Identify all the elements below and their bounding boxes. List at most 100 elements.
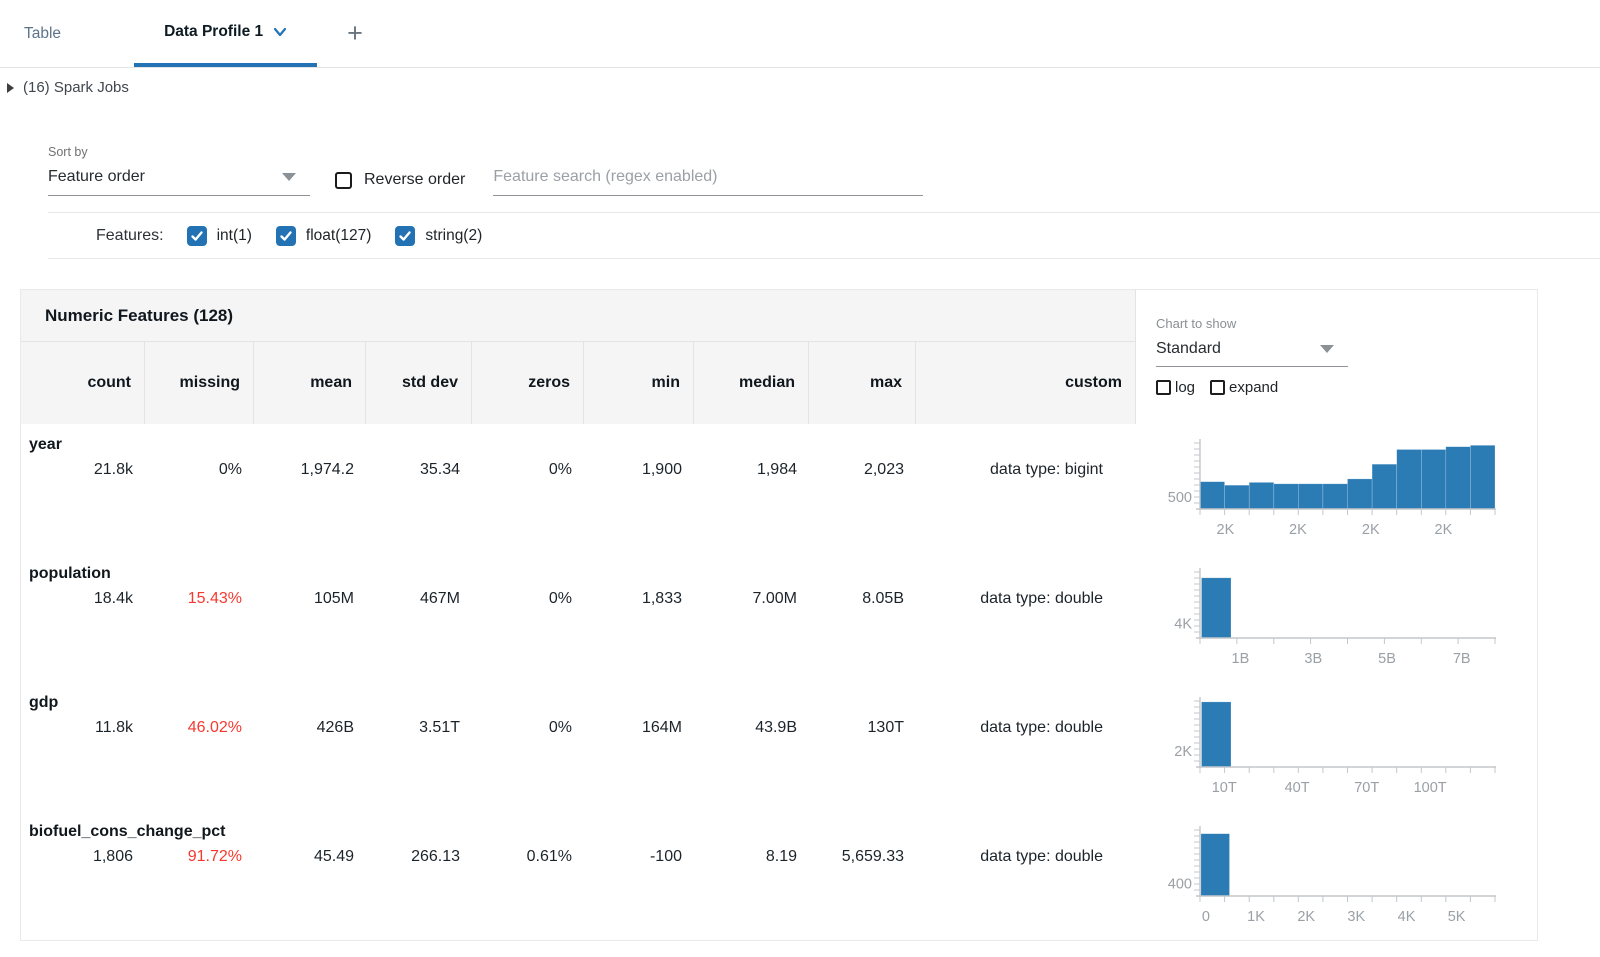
value-zeros: 0% — [548, 719, 572, 736]
value-median: 43.9B — [755, 719, 797, 736]
tab-table-label: Table — [24, 24, 62, 42]
tab-table[interactable]: Table — [24, 0, 61, 67]
value-mean: 105M — [313, 590, 354, 607]
value-count: 11.8k — [95, 719, 133, 736]
dropdown-arrow-icon — [1320, 345, 1334, 353]
value-count: 1,806 — [92, 848, 133, 865]
column-header-custom: custom — [916, 342, 1135, 424]
checkbox-checked-icon — [186, 225, 207, 246]
tab-bar: Table Data Profile 1 + — [0, 0, 1600, 68]
svg-text:3K: 3K — [1347, 909, 1365, 925]
feature-name: gdp — [29, 694, 59, 711]
feature-search — [493, 168, 924, 196]
svg-text:3B: 3B — [1304, 651, 1322, 667]
expand-checkbox[interactable]: expand — [1210, 379, 1278, 396]
svg-text:2K: 2K — [1362, 522, 1380, 538]
value-std-dev: 35.34 — [419, 461, 460, 478]
tab-data-profile[interactable]: Data Profile 1 — [134, 0, 318, 67]
checkbox-unchecked-icon — [335, 171, 352, 189]
plus-icon: + — [347, 18, 363, 48]
feature-filter-label: int(1) — [216, 226, 252, 244]
value-missing: 15.43% — [187, 590, 242, 607]
svg-text:70T: 70T — [1354, 780, 1379, 796]
feature-search-input[interactable] — [493, 168, 924, 196]
value-max: 2,023 — [863, 461, 904, 478]
histogram-cell: 4K 1B 3B 5B 7B — [1135, 553, 1535, 682]
svg-text:4K: 4K — [1398, 909, 1416, 925]
value-mean: 1,974.2 — [300, 461, 354, 478]
reverse-order-checkbox[interactable]: Reverse order — [335, 171, 465, 189]
features-label: Features: — [96, 226, 164, 244]
dropdown-arrow-icon — [282, 173, 296, 181]
value-zeros: 0% — [548, 461, 572, 478]
profile-controls: Sort by Feature order Reverse order Feat… — [48, 145, 1600, 259]
value-missing: 46.02% — [187, 719, 242, 736]
feature-name: year — [29, 436, 62, 453]
svg-text:10T: 10T — [1212, 780, 1237, 796]
svg-text:2K: 2K — [1174, 744, 1192, 760]
svg-text:5K: 5K — [1448, 909, 1466, 925]
add-profile-button[interactable]: + — [341, 0, 369, 67]
checkbox-checked-icon — [275, 225, 296, 246]
column-header-missing: missing — [145, 342, 254, 424]
table-title: Numeric Features (128) — [21, 290, 1135, 342]
feature-row-biofuel_cons_change_pct: biofuel_cons_change_pct 1,806 91.72% 45.49 2… — [21, 811, 1537, 940]
value-max: 130T — [867, 719, 904, 736]
value-missing: 0% — [218, 461, 242, 478]
value-zeros: 0% — [548, 590, 572, 607]
value-mean: 45.49 — [313, 848, 354, 865]
chart-type-select[interactable]: Standard — [1156, 340, 1348, 367]
numeric-features-card: Numeric Features (128) Chart to show Sta… — [20, 289, 1538, 941]
value-min: -100 — [649, 848, 682, 865]
value-count: 18.4k — [93, 590, 133, 607]
chart-to-show-label: Chart to show — [1156, 316, 1237, 331]
svg-text:2K: 2K — [1289, 522, 1307, 538]
svg-text:5B: 5B — [1378, 651, 1396, 667]
column-header-zeros: zeros — [472, 342, 584, 424]
svg-text:1B: 1B — [1232, 651, 1250, 667]
svg-text:0: 0 — [1202, 909, 1210, 925]
value-count: 21.8k — [93, 461, 133, 478]
spark-jobs-toggle[interactable]: (16) Spark Jobs — [0, 68, 1600, 105]
feature-type-filters: Features: int(1) float(127) string(2) — [48, 212, 1600, 259]
feature-row-population: population 18.4k 15.43% 105M 467M 0% 1,833 7.00… — [21, 553, 1537, 682]
value-mean: 426B — [316, 719, 354, 736]
value-std-dev: 266.13 — [411, 848, 460, 865]
svg-text:2K: 2K — [1297, 909, 1315, 925]
feature-filter-float[interactable]: float(127) — [275, 225, 371, 246]
column-header-std-dev: std dev — [366, 342, 472, 424]
caret-right-icon — [7, 82, 14, 93]
svg-text:40T: 40T — [1285, 780, 1310, 796]
svg-text:500: 500 — [1168, 490, 1192, 506]
svg-text:2K: 2K — [1435, 522, 1453, 538]
log-label: log — [1175, 379, 1196, 396]
value-min: 164M — [641, 719, 682, 736]
histogram-cell: 500 2K 2K 2K 2K — [1135, 424, 1535, 553]
histogram-cell: 2K 10T 40T 70T 100T — [1135, 682, 1535, 811]
spark-jobs-label: (16) Spark Jobs — [23, 79, 129, 96]
histogram-gdp: 2K 10T 40T 70T 100T — [1174, 697, 1496, 796]
tab-data-profile-label: Data Profile 1 — [164, 22, 264, 40]
svg-text:7B: 7B — [1453, 651, 1471, 667]
histogram-population: 4K 1B 3B 5B 7B — [1174, 568, 1496, 667]
feature-filter-int[interactable]: int(1) — [186, 225, 252, 246]
value-median: 8.19 — [765, 848, 797, 865]
feature-filter-label: string(2) — [425, 226, 483, 244]
expand-label: expand — [1229, 379, 1279, 396]
feature-filter-string[interactable]: string(2) — [395, 225, 483, 246]
value-max: 5,659.33 — [841, 848, 904, 865]
value-custom: data type: bigint — [990, 461, 1103, 478]
log-checkbox[interactable]: log — [1156, 379, 1195, 396]
value-custom: data type: double — [980, 719, 1103, 736]
sort-by-select[interactable]: Feature order — [48, 168, 310, 196]
value-median: 7.00M — [752, 590, 797, 607]
checkbox-unchecked-icon — [1210, 380, 1226, 395]
value-max: 8.05B — [862, 590, 904, 607]
feature-rows: year 21.8k 0% 1,974.2 35.34 0% 1,900 1,984 2,023… — [21, 424, 1537, 940]
histogram-cell: 400 0 1K 2K 3K 4K 5K — [1135, 811, 1535, 940]
column-header-mean: mean — [254, 342, 366, 424]
histogram-biofuel_cons_change_pct: 400 0 1K 2K 3K 4K 5K — [1168, 826, 1496, 925]
feature-name: biofuel_cons_change_pct — [29, 823, 226, 840]
checkbox-checked-icon — [395, 225, 416, 246]
value-custom: data type: double — [980, 848, 1103, 865]
